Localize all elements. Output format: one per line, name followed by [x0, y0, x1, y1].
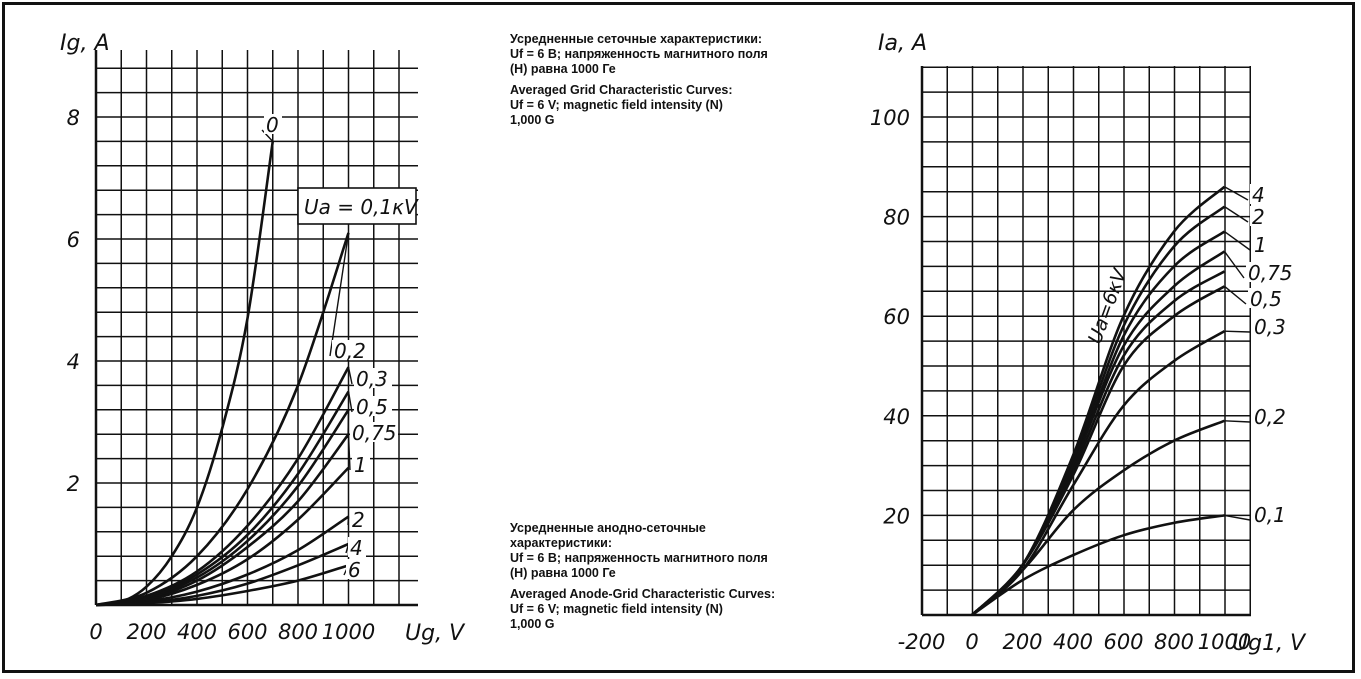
series-leader [261, 129, 274, 142]
series-label: 0,1 [1254, 503, 1286, 527]
series-label-bg [346, 559, 364, 579]
series-label-bg [1252, 234, 1270, 254]
series-label-bg [354, 396, 392, 416]
series-label: 0,3 [356, 367, 388, 391]
series-label-bg [1248, 288, 1286, 308]
y-axis-label: Ig, A [60, 31, 110, 56]
caption-line: Averaged Anode-Grid Characteristic Curve… [510, 587, 776, 601]
y-tick-label: 40 [883, 405, 910, 429]
series-leader [1224, 285, 1247, 305]
x-tick-label: 600 [227, 620, 267, 644]
x-tick-label: 200 [126, 620, 166, 644]
x-tick-label: 0 [965, 630, 978, 654]
y-tick-label: 100 [870, 106, 910, 130]
caption-grid: Усредненные сеточные характеристики: Uf … [510, 32, 768, 128]
series-label-bg [1252, 406, 1290, 426]
y-axis-label: Ia, A [878, 31, 927, 56]
series-leader [329, 232, 350, 357]
caption-line: Uf = 6 V; magnetic field intensity (N) [510, 602, 723, 616]
series-leader [1224, 330, 1251, 333]
series-label: 1 [354, 453, 367, 477]
series-leader [347, 366, 353, 385]
series-curve [971, 514, 1225, 617]
series-label-bg [332, 340, 370, 360]
caption-line: Uf = 6 В; напряженность магнитного поля [510, 47, 768, 61]
series-label-bg [354, 368, 392, 388]
series-label-bg [350, 422, 398, 442]
series-curve [95, 232, 350, 607]
series-curve [95, 564, 349, 607]
caption-line: (Н) равна 1000 Ге [510, 566, 616, 580]
y-tick-label: 4 [67, 350, 80, 374]
series-label: 4 [350, 536, 363, 560]
caption-line: (Н) равна 1000 Ге [510, 62, 616, 76]
series-label: 1 [1254, 233, 1267, 257]
caption-line: Uf = 6 В; напряженность магнитного поля [510, 551, 768, 565]
y-tick-label: 60 [883, 305, 910, 329]
series-label: 6 [348, 558, 361, 582]
caption-line: Averaged Grid Characteristic Curves: [510, 83, 733, 97]
series-label: 2 [1252, 205, 1265, 229]
x-tick-label: 1000 [1198, 630, 1251, 654]
caption-line: характеристики: [510, 536, 613, 550]
series-label-bg [1252, 316, 1290, 336]
series-label-bg [348, 537, 366, 557]
series-label: 4 [1252, 183, 1265, 207]
y-tick-label: 2 [67, 472, 80, 496]
x-tick-label: 800 [1154, 630, 1194, 654]
x-tick-label: 600 [1103, 630, 1143, 654]
series-label: 0,2 [1254, 405, 1286, 429]
series-leader [347, 434, 351, 471]
series-label: 2 [352, 508, 365, 532]
series-leader [1224, 420, 1251, 423]
series-label-bg [352, 454, 370, 474]
series-label-bg [1252, 504, 1290, 524]
x-tick-label: 0 [89, 620, 102, 644]
caption-line: Усредненные сеточные характеристики: [510, 32, 763, 46]
series-label: 0,5 [356, 395, 388, 419]
series-leader [1224, 230, 1251, 251]
x-axis-label: Ug1, V [1232, 631, 1307, 656]
x-tick-label: 200 [1002, 630, 1042, 654]
caption-line: 1,000 G [510, 617, 555, 631]
series-curve [971, 285, 1226, 616]
series-label: 0,75 [352, 421, 397, 445]
annotation-label: Ua = 0,1κV [304, 195, 419, 219]
series-label-bg [350, 509, 368, 529]
x-axis-label: Ug, V [405, 621, 466, 646]
series-leader [1224, 206, 1249, 223]
caption-line: Усредненные анодно-сеточные [510, 521, 706, 535]
series-leader [347, 409, 350, 439]
series-leader [347, 516, 350, 526]
series-label: 0,2 [334, 339, 366, 363]
series-label-bg [1250, 206, 1268, 226]
series-label: 0,5 [1250, 287, 1282, 311]
series-curve [971, 419, 1225, 616]
x-tick-label: 400 [1053, 630, 1093, 654]
series-label-bg [1246, 262, 1294, 282]
y-tick-label: 20 [883, 504, 910, 528]
y-tick-label: 8 [67, 106, 80, 130]
x-tick-label: -200 [898, 630, 946, 654]
caption-line: 1,000 G [510, 113, 555, 127]
x-tick-label: 1000 [322, 620, 375, 644]
annotation-box [297, 187, 417, 225]
series-leader [1223, 251, 1245, 279]
caption-line: Uf = 6 V; magnetic field intensity (N) [510, 98, 723, 112]
series-label: 0,75 [1248, 261, 1293, 285]
series-label-bg [264, 114, 282, 134]
y-tick-label: 6 [67, 228, 80, 252]
series-label: 0 [266, 113, 279, 137]
x-tick-label: 800 [278, 620, 318, 644]
y-tick-label: 80 [883, 206, 910, 230]
series-label: 0,3 [1254, 315, 1286, 339]
series-leader [1224, 186, 1249, 201]
series-leader [1224, 514, 1251, 521]
caption-anode-grid: Усредненные анодно-сеточные характеристи… [510, 521, 775, 632]
series-leader [347, 391, 353, 413]
x-tick-label: 400 [177, 620, 217, 644]
series-label-bg [1250, 184, 1268, 204]
